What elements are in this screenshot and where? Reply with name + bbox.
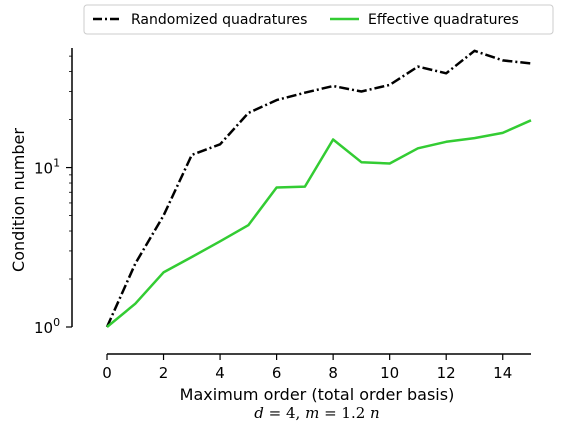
x-tick-label: 0 (102, 364, 112, 382)
x-tick-label: 8 (328, 364, 338, 382)
legend-label-effective: Effective quadratures (368, 12, 519, 28)
x-tick-label: 14 (493, 364, 512, 382)
x-tick-label: 2 (159, 364, 169, 382)
legend: Randomized quadratures Effective quadrat… (83, 4, 554, 35)
y-tick-label: 100 (34, 316, 60, 337)
y-tick-label: 101 (34, 157, 60, 178)
axes: 0 2 4 6 8 10 12 14 100 101 (34, 48, 531, 382)
x-tick-label: 6 (272, 364, 282, 382)
legend-frame (83, 4, 554, 35)
x-tick-label: 4 (215, 364, 225, 382)
subtitle: d = 4, m = 1.2 n (254, 404, 379, 422)
x-tick-label: 10 (380, 364, 399, 382)
y-axis-label: Condition number (9, 128, 28, 272)
legend-label-randomized: Randomized quadratures (131, 12, 307, 28)
series-layer (105, 49, 532, 328)
x-tick-label: 12 (437, 364, 456, 382)
x-axis-label: Maximum order (total order basis) (180, 385, 455, 404)
series-line-randomized (105, 49, 532, 328)
series-line-effective (106, 119, 532, 328)
